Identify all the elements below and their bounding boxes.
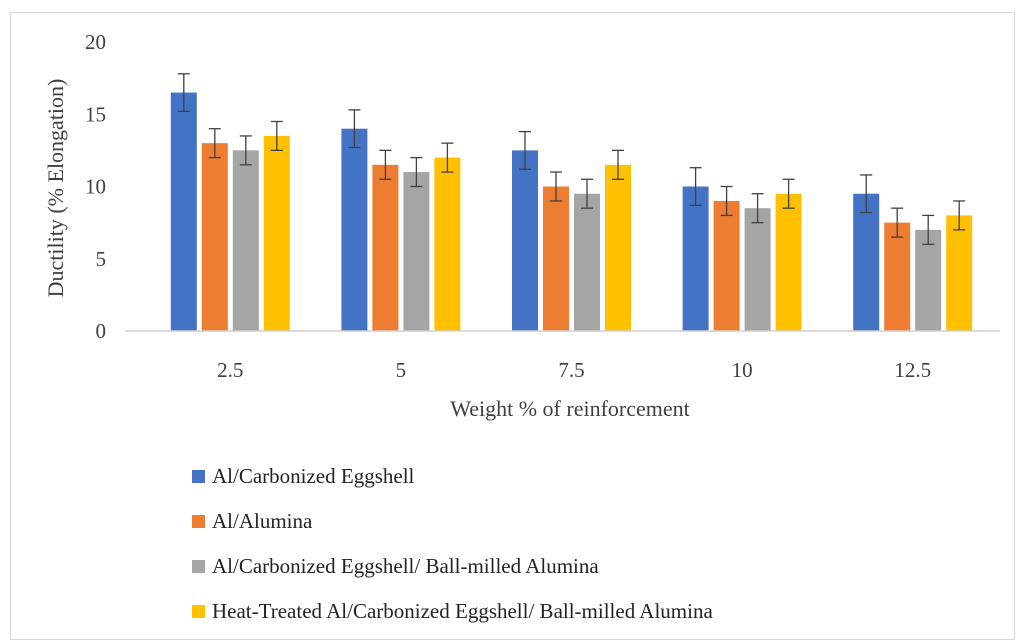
bar xyxy=(574,193,600,331)
bar xyxy=(403,172,430,331)
bar xyxy=(232,150,259,331)
error-bar xyxy=(270,120,283,152)
legend-label: Al/Alumina xyxy=(212,509,313,533)
error-bar xyxy=(953,200,966,231)
y-tick-label: 0 xyxy=(96,319,107,343)
bar xyxy=(201,143,228,331)
error-bar xyxy=(891,207,904,238)
bars-layer xyxy=(170,92,973,331)
bar xyxy=(682,186,709,331)
error-bar xyxy=(922,214,935,245)
x-tick-label: 5 xyxy=(396,358,407,382)
bar xyxy=(263,135,290,331)
x-tick-label: 10 xyxy=(732,358,753,382)
legend: Al/Carbonized Eggshell Al/Alumina Al/Carbo… xyxy=(192,464,713,623)
bar xyxy=(170,92,197,331)
error-bar xyxy=(689,167,702,206)
x-tick-label: 7.5 xyxy=(558,358,584,382)
x-axis-ticks: 2.5 5 7.5 10 12.5 xyxy=(217,358,931,382)
error-bar xyxy=(177,73,190,113)
error-bar xyxy=(519,130,531,170)
legend-item: Al/Alumina xyxy=(192,509,313,533)
legend-label: Heat-Treated Al/Carbonized Eggshell/ Bal… xyxy=(212,599,713,623)
legend-swatch xyxy=(192,560,205,573)
error-bar xyxy=(581,178,593,209)
error-bar xyxy=(208,128,221,159)
y-tick-label: 15 xyxy=(85,102,106,126)
legend-swatch xyxy=(192,605,205,618)
bar xyxy=(915,229,942,331)
x-tick-label: 12.5 xyxy=(894,358,931,382)
error-bar xyxy=(860,174,873,214)
bar xyxy=(543,186,569,331)
legend-item: Al/Carbonized Eggshell xyxy=(192,464,415,488)
bar xyxy=(434,157,461,331)
y-axis-title: Ductility (% Elongation) xyxy=(43,79,68,298)
error-bar xyxy=(379,149,392,180)
error-bar xyxy=(410,156,423,188)
error-bar xyxy=(441,142,454,173)
bar xyxy=(372,164,399,331)
bar xyxy=(775,193,802,331)
error-bar xyxy=(550,171,562,202)
y-tick-label: 10 xyxy=(85,175,106,199)
bar xyxy=(884,222,911,331)
error-bar xyxy=(239,135,252,166)
legend-item: Heat-Treated Al/Carbonized Eggshell/ Bal… xyxy=(192,599,713,623)
bar xyxy=(605,164,631,331)
error-bar xyxy=(751,193,764,224)
bar xyxy=(744,208,771,331)
error-bar xyxy=(782,178,795,209)
y-axis-ticks: 0 5 10 15 20 xyxy=(85,30,106,343)
y-tick-label: 20 xyxy=(85,30,106,54)
error-bar xyxy=(720,185,733,217)
error-bars-layer xyxy=(177,73,966,245)
bar xyxy=(853,193,880,331)
bar xyxy=(713,200,740,331)
legend-label: Al/Carbonized Eggshell/ Ball-milled Alum… xyxy=(212,554,599,578)
error-bar xyxy=(348,109,361,149)
error-bar xyxy=(612,149,624,180)
bar xyxy=(341,128,368,331)
x-tick-label: 2.5 xyxy=(217,358,243,382)
legend-label: Al/Carbonized Eggshell xyxy=(212,464,415,488)
x-axis-title: Weight % of reinforcement xyxy=(450,396,690,421)
legend-swatch xyxy=(192,515,205,528)
y-tick-label: 5 xyxy=(96,247,107,271)
bar xyxy=(946,215,973,331)
legend-item: Al/Carbonized Eggshell/ Ball-milled Alum… xyxy=(192,554,599,578)
legend-swatch xyxy=(192,470,205,483)
bar xyxy=(512,150,538,331)
